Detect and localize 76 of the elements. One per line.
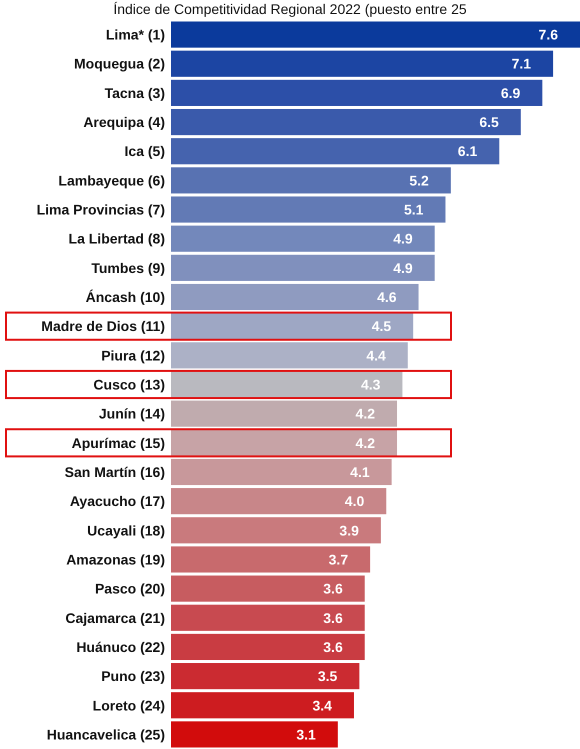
bar: [171, 430, 398, 456]
data-label: 4.9: [393, 230, 413, 247]
data-label: 3.6: [323, 638, 343, 655]
bar: [171, 604, 365, 631]
bar: [171, 284, 419, 310]
bar: [171, 342, 408, 368]
y-tick-label: Apurímac (15): [72, 434, 165, 451]
data-label: 6.9: [500, 84, 521, 101]
data-label: 3.7: [328, 551, 348, 568]
y-tick-label: Lima Provincias (7): [36, 202, 165, 218]
bar: [171, 80, 542, 106]
y-tick-label: Lambayeque (6): [58, 172, 165, 188]
y-tick-label: Tumbes (9): [91, 260, 165, 276]
bar: [171, 692, 354, 718]
data-label: 4.6: [377, 289, 397, 306]
data-label: 3.5: [318, 668, 338, 684]
y-tick-label: Ica (5): [124, 143, 165, 160]
chart-title: Índice de Competitividad Regional 2022 (puesto entre 25: [113, 1, 467, 17]
y-tick-label: Huánuco (22): [76, 638, 165, 655]
bar: [171, 108, 521, 136]
bar: [171, 546, 370, 573]
data-label: 4.3: [360, 376, 381, 392]
bar: [171, 400, 398, 427]
data-label: 7.1: [512, 56, 532, 72]
y-tick-label: Arequipa (4): [83, 114, 165, 130]
y-tick-label: Puno (23): [101, 668, 165, 684]
y-tick-label: La Libertad (8): [68, 230, 165, 247]
bar: [171, 488, 386, 514]
y-tick-label: Ayacucho (17): [70, 493, 165, 510]
data-label: 6.5: [479, 114, 500, 130]
data-label: 4.9: [393, 260, 413, 276]
y-tick-label: Pasco (20): [94, 580, 165, 597]
data-label: 3.9: [339, 522, 360, 538]
bar: [171, 634, 365, 660]
bar: [171, 663, 360, 690]
data-label: 3.4: [312, 697, 332, 714]
bar: [171, 721, 338, 748]
bar: [171, 50, 554, 77]
y-tick-label: Lima* (1): [106, 26, 165, 43]
y-tick-label: San Martín (16): [64, 464, 165, 480]
y-tick-label: Moquegua (2): [74, 56, 165, 72]
y-tick-label: Madre de Dios (11): [41, 318, 165, 334]
bar: [171, 576, 365, 602]
data-label: 5.2: [409, 172, 430, 188]
bar: [171, 371, 402, 398]
y-tick-label: Huancavelica (25): [46, 726, 165, 742]
bar: [171, 196, 446, 223]
data-label: 4.0: [344, 493, 364, 510]
y-tick-label: Junín (14): [98, 406, 165, 422]
bar: [171, 517, 381, 544]
data-label: 4.2: [356, 434, 376, 451]
y-tick-label: Ucayali (18): [87, 522, 165, 538]
data-label: 6.1: [458, 143, 478, 160]
data-label: 5.1: [404, 202, 424, 218]
y-tick-label: Áncash (10): [86, 289, 165, 306]
bar: [171, 254, 435, 281]
y-tick-label: Piura (12): [101, 347, 165, 364]
data-label: 4.2: [356, 406, 376, 422]
data-label: 7.6: [538, 26, 558, 43]
data-label: 4.5: [372, 318, 392, 334]
y-tick-label: Tacna (3): [104, 84, 165, 101]
bar: [171, 22, 580, 48]
bar: [171, 458, 392, 486]
data-label: 4.1: [350, 464, 370, 480]
data-label: 4.4: [366, 347, 386, 364]
y-tick-label: Cusco (13): [93, 376, 165, 392]
data-label: 3.6: [323, 610, 343, 626]
data-label: 3.6: [323, 580, 343, 597]
y-tick-label: Loreto (24): [92, 697, 165, 714]
data-label: 3.1: [296, 726, 316, 742]
bar: [171, 138, 500, 164]
bar: [171, 167, 451, 194]
bar: [171, 313, 414, 340]
y-tick-label: Amazonas (19): [66, 551, 165, 568]
y-tick-label: Cajamarca (21): [65, 610, 165, 626]
bar: [171, 226, 435, 252]
